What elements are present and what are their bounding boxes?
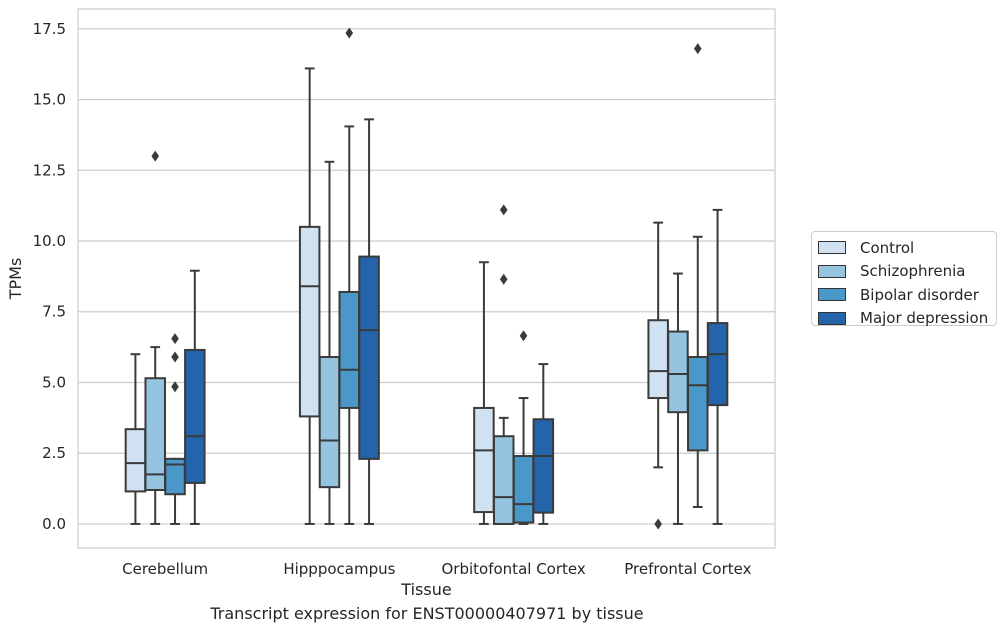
- box-body: [144, 377, 166, 491]
- box-body: [687, 356, 709, 452]
- box-control: [124, 353, 147, 525]
- outlier-point: [519, 330, 528, 342]
- box-body: [667, 330, 689, 414]
- legend-swatch: [818, 241, 846, 255]
- plot-frame: [77, 8, 776, 549]
- legend: Control Schizophrenia Bipolar disorder Majo…: [811, 231, 997, 327]
- box-schizophrenia: [667, 272, 689, 525]
- x-tick-label: Prefrontal Cortex: [624, 560, 751, 578]
- y-tick-label: 0.0: [42, 515, 66, 533]
- box-bipolar-disorder: [338, 27, 361, 525]
- x-tick-label: Hipppocampus: [283, 560, 395, 578]
- outlier-point: [693, 43, 702, 55]
- y-tick-label: 5.0: [42, 373, 66, 391]
- legend-item: Control: [818, 236, 996, 260]
- legend-label: Schizophrenia: [860, 262, 966, 281]
- outlier-point: [499, 273, 508, 285]
- y-tick-label: 17.5: [33, 20, 66, 38]
- box-body: [706, 322, 729, 407]
- x-tick-labels: Cerebellum Hipppocampus Orbitofontal Corte…: [122, 560, 751, 578]
- box-body: [473, 406, 495, 514]
- box-control: [647, 221, 669, 530]
- outlier-point: [345, 27, 354, 39]
- legend-swatch: [818, 288, 846, 302]
- box-major-depression: [184, 269, 206, 525]
- box-major-depression: [358, 118, 380, 525]
- box-body: [532, 418, 555, 514]
- x-tick-label: Orbitofontal Cortex: [442, 560, 586, 578]
- outlier-point: [171, 333, 179, 345]
- box-control: [473, 261, 495, 525]
- box-schizophrenia: [318, 160, 341, 525]
- outlier-point: [151, 150, 160, 162]
- outlier-point: [171, 351, 179, 363]
- chart-caption: Transcript expression for ENST0000040797…: [210, 604, 644, 623]
- x-axis-label: Tissue: [400, 580, 451, 599]
- outlier-point: [171, 381, 179, 393]
- box-bipolar-disorder: [164, 333, 186, 525]
- outlier-point: [499, 204, 508, 216]
- legend-item: Bipolar disorder: [818, 283, 996, 307]
- box-body: [184, 348, 206, 484]
- box-body: [338, 290, 361, 409]
- y-tick-label: 10.0: [33, 232, 66, 250]
- box-bipolar-disorder: [512, 330, 535, 525]
- legend-label: Major depression: [860, 309, 989, 328]
- legend-swatch: [818, 264, 846, 278]
- legend-item: Schizophrenia: [818, 260, 996, 284]
- outlier-point: [654, 518, 662, 530]
- box-body: [298, 225, 321, 418]
- y-tick-label: 15.0: [33, 91, 66, 109]
- y-tick-label: 12.5: [33, 161, 66, 179]
- legend-label: Control: [860, 238, 915, 257]
- legend-swatch: [818, 311, 846, 325]
- y-tick-label: 7.5: [42, 303, 66, 321]
- y-axis-label: TPMs: [6, 258, 25, 301]
- box-body: [318, 356, 341, 489]
- box-control: [298, 67, 321, 525]
- box-schizophrenia: [492, 204, 515, 525]
- grid-lines: [78, 28, 775, 525]
- box-bipolar-disorder: [687, 43, 709, 508]
- box-major-depression: [706, 208, 729, 525]
- box-body: [124, 428, 147, 493]
- box-body: [512, 455, 535, 524]
- legend-label: Bipolar disorder: [860, 285, 979, 304]
- x-tick-label: Cerebellum: [122, 560, 208, 578]
- y-tick-labels: 0.0 2.5 5.0 7.5 10.0 12.5 15.0 17.5: [33, 20, 66, 533]
- legend-item: Major depression: [818, 307, 996, 331]
- box-body: [647, 319, 669, 400]
- y-tick-label: 2.5: [42, 444, 66, 462]
- box-groups: [124, 27, 729, 530]
- box-major-depression: [532, 363, 555, 525]
- box-schizophrenia: [144, 150, 166, 525]
- box-body: [492, 435, 515, 525]
- box-body: [358, 255, 380, 460]
